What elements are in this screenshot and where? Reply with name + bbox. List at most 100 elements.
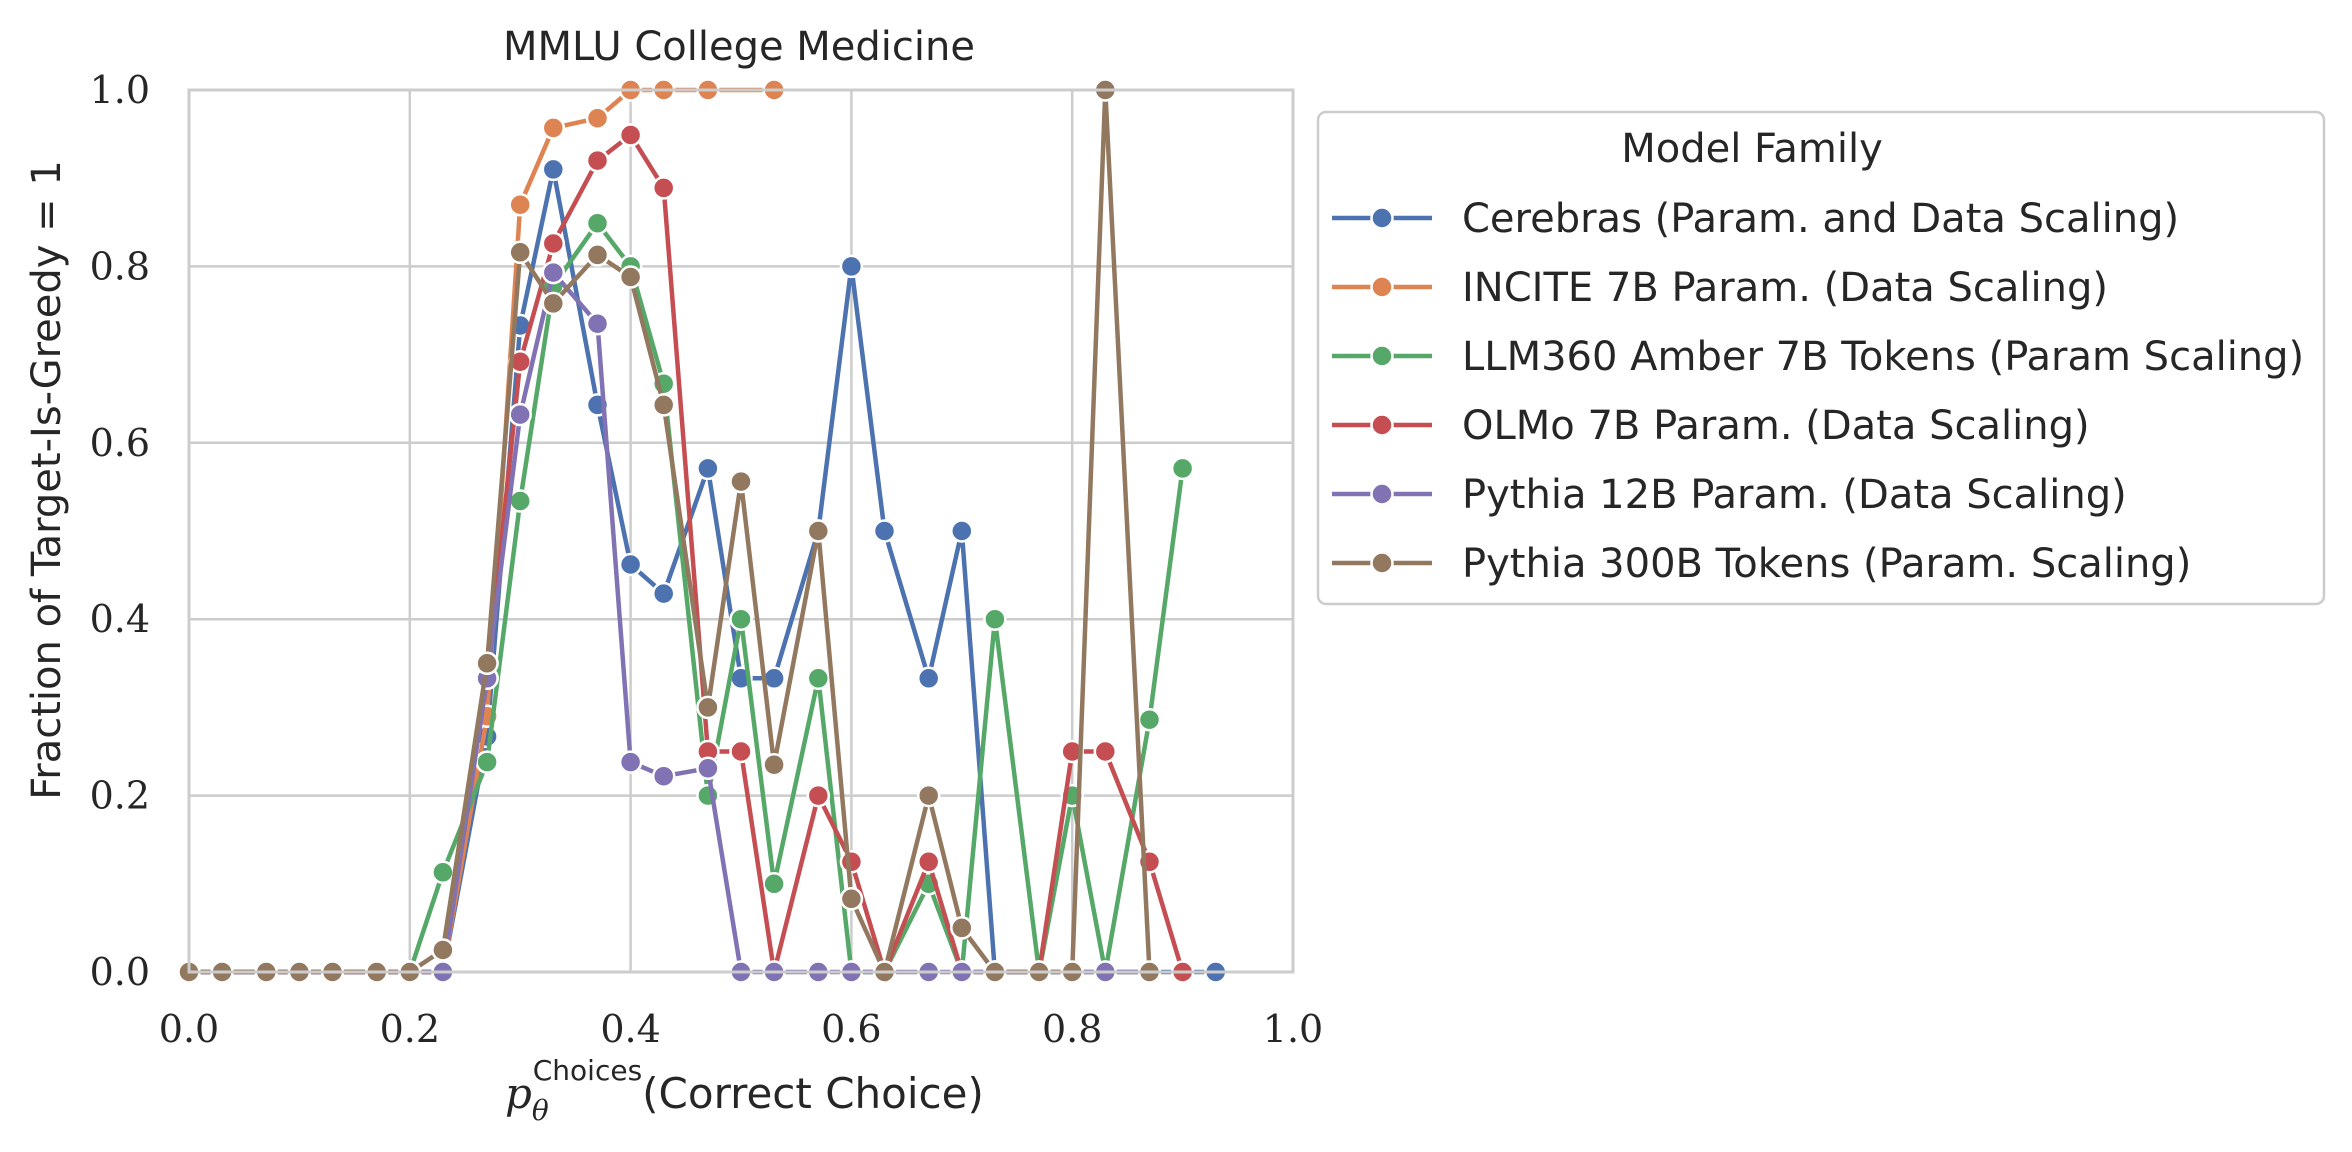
series-6 (177, 78, 1162, 984)
data-point (541, 260, 566, 285)
data-point (839, 254, 864, 279)
data-point (585, 106, 610, 130)
data-point (806, 783, 831, 808)
x-tick-label: 0.0 (159, 1007, 219, 1051)
data-point (585, 243, 610, 267)
legend-label: Pythia 12B Param. (Data Scaling) (1462, 472, 2127, 518)
data-point (983, 607, 1007, 631)
data-point (541, 157, 566, 182)
data-point (618, 552, 643, 577)
y-tick-label: 0.6 (90, 421, 150, 465)
data-point (696, 695, 720, 720)
y-tick-label: 0.8 (90, 244, 150, 288)
data-point (651, 393, 676, 417)
series-3 (177, 211, 1195, 984)
legend-frame (1316, 110, 2326, 606)
x-axis-label-math: p (505, 1069, 532, 1118)
data-point (762, 752, 786, 777)
legend-marker (1370, 482, 1394, 506)
legend-label: Pythia 300B Tokens (Param. Scaling) (1462, 541, 2191, 587)
legend-label: OLMo 7B Param. (Data Scaling) (1462, 403, 2090, 449)
y-tick-label: 1.0 (90, 68, 150, 112)
legend-entry: Pythia 12B Param. (Data Scaling) (1332, 472, 2127, 518)
plot-frame (187, 88, 1295, 974)
tick-labels: 0.0 0.2 0.4 0.6 0.8 1.0 0.0 0.2 0.4 0.6 0.8 1.0 (90, 68, 1324, 1051)
legend-marker (1370, 275, 1394, 299)
data-point (508, 240, 532, 265)
data-point (729, 739, 753, 764)
data-point (1093, 739, 1118, 764)
series-line (186, 220, 1185, 975)
y-tick-label: 0.2 (90, 774, 150, 818)
data-point (806, 519, 831, 543)
data-point (651, 581, 676, 606)
data-point (618, 123, 643, 147)
data-point (508, 489, 532, 513)
legend-entry: LLM360 Amber 7B Tokens (Param Scaling) (1332, 334, 2304, 380)
data-point (729, 469, 753, 494)
data-point (541, 291, 566, 316)
legend-label: LLM360 Amber 7B Tokens (Param Scaling) (1462, 334, 2304, 380)
series-1 (177, 157, 1228, 984)
data-point (839, 887, 864, 911)
data-point (950, 519, 974, 543)
series-line (186, 87, 1152, 975)
data-point (696, 456, 720, 481)
legend-entry: OLMo 7B Param. (Data Scaling) (1332, 403, 2090, 449)
legend-marker (1370, 551, 1394, 575)
data-point (696, 756, 720, 781)
legend-entry: Pythia 300B Tokens (Param. Scaling) (1332, 541, 2191, 587)
data-point (729, 607, 753, 631)
x-tick-label: 1.0 (1263, 1007, 1323, 1051)
chart-title: MMLU College Medicine (503, 24, 975, 70)
data-point (508, 402, 532, 427)
x-tick-label: 0.2 (380, 1007, 440, 1051)
legend-entry: INCITE 7B Param. (Data Scaling) (1332, 265, 2108, 311)
legend-items: Cerebras (Param. and Data Scaling) INCITE… (1332, 196, 2304, 587)
legend: Model Family Cerebras (Param. and Data S… (1316, 110, 2326, 606)
data-point (475, 651, 499, 676)
data-point (806, 666, 831, 691)
data-point (1137, 707, 1162, 732)
data-point (541, 116, 566, 140)
legend-title: Model Family (1621, 126, 1883, 172)
series-5 (177, 260, 1162, 984)
series-2 (177, 78, 786, 984)
data-point (618, 265, 643, 289)
data-point (431, 938, 455, 962)
x-axis-label: pθ Choices(Correct Choice) (505, 1054, 984, 1127)
data-point (541, 231, 566, 256)
data-point (916, 850, 941, 874)
legend-label: Cerebras (Param. and Data Scaling) (1462, 196, 2179, 242)
data-point (1170, 456, 1195, 481)
legend-label: INCITE 7B Param. (Data Scaling) (1462, 265, 2108, 311)
data-point (651, 764, 676, 788)
legend-marker (1370, 413, 1394, 437)
x-tick-label: 0.8 (1042, 1007, 1102, 1051)
data-point (585, 311, 610, 336)
legend-entry: Cerebras (Param. and Data Scaling) (1332, 196, 2179, 242)
data-point (916, 666, 941, 691)
legend-marker (1370, 206, 1394, 230)
y-tick-label: 0.0 (90, 950, 150, 994)
x-axis-label-subscript: θ (532, 1094, 549, 1127)
series-layer (177, 78, 1228, 984)
x-tick-label: 0.4 (600, 1007, 660, 1051)
data-point (872, 519, 897, 543)
data-point (950, 916, 974, 940)
x-axis-label-superscript: Choices (533, 1054, 642, 1087)
data-point (618, 750, 643, 774)
data-point (508, 192, 532, 217)
x-axis-label-text: (Correct Choice) (642, 1069, 984, 1118)
x-tick-label: 0.6 (821, 1007, 881, 1051)
data-point (916, 783, 941, 808)
data-point (762, 872, 786, 896)
y-axis-label: Fraction of Target-Is-Greedy = 1 (24, 160, 70, 800)
data-point (475, 750, 499, 774)
data-point (431, 860, 455, 885)
data-point (839, 850, 864, 874)
data-point (585, 148, 610, 173)
legend-marker (1370, 344, 1394, 368)
y-tick-label: 0.4 (90, 597, 150, 641)
